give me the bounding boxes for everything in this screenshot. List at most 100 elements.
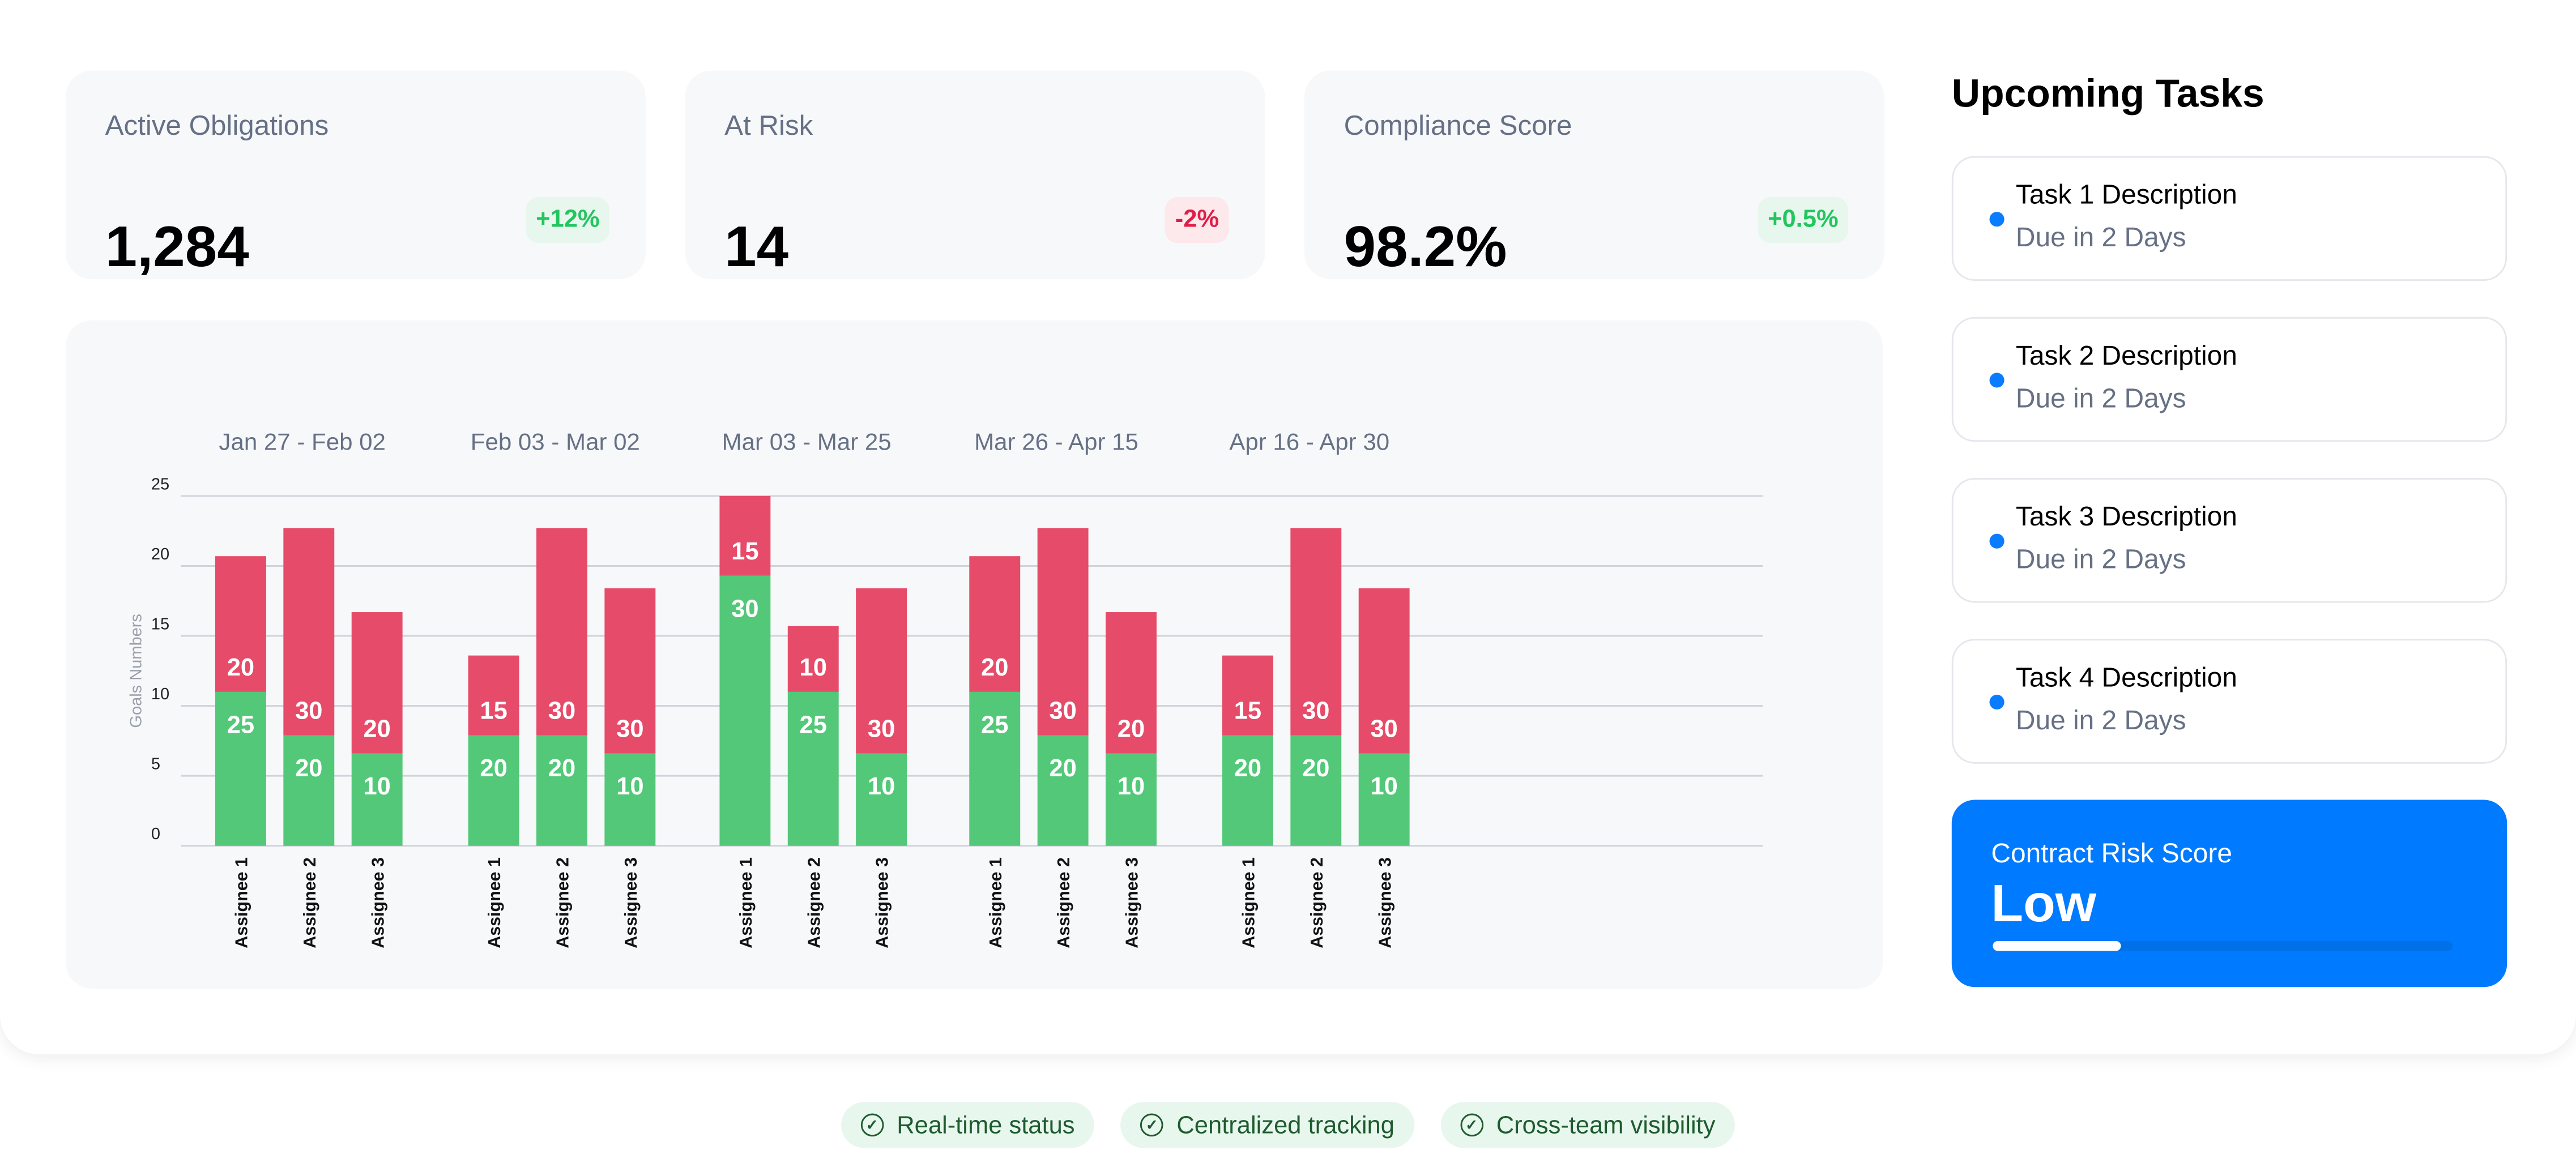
bar-label-green: 10 <box>363 773 390 800</box>
bar-label-green: 20 <box>1234 755 1261 782</box>
task-card[interactable]: Task 2 Description Due in 2 Days <box>1951 317 2507 442</box>
task-card[interactable]: Task 1 Description Due in 2 Days <box>1951 156 2507 281</box>
bar-label-red: 15 <box>480 698 507 725</box>
bar-label-green: 20 <box>548 755 575 782</box>
feature-label: Cross-team visibility <box>1496 1111 1716 1139</box>
x-tick-label: Assignee 1 <box>1239 857 1259 948</box>
goals-chart: 0 5 10 15 20 25 Goals Numbers Jan 27 - Feb 02 20… <box>127 429 1763 948</box>
stat-label: At Risk <box>724 110 813 142</box>
y-tick-label: 10 <box>151 685 169 703</box>
feature-pill: ✓ Real-time status <box>841 1102 1095 1148</box>
bar-label-green: 10 <box>868 773 895 800</box>
group-label: Apr 16 - Apr 30 <box>1229 429 1389 455</box>
y-tick-label: 5 <box>151 755 160 773</box>
stat-card-at-risk: At Risk 14 -2% <box>685 70 1265 280</box>
bar-label-green: 10 <box>1370 773 1397 800</box>
bar-label-red: 15 <box>731 538 758 565</box>
bar-segment-red <box>1106 612 1157 754</box>
bar-label-red: 30 <box>1302 698 1329 725</box>
check-circle-icon: ✓ <box>860 1113 884 1137</box>
bar-label-red: 15 <box>1234 698 1261 725</box>
x-tick-label: Assignee 2 <box>804 857 824 948</box>
x-tick-label: Assignee 2 <box>1307 857 1327 948</box>
y-tick-label: 15 <box>151 615 169 633</box>
upcoming-tasks-title: Upcoming Tasks <box>1951 72 2264 117</box>
feature-pill: ✓ Centralized tracking <box>1120 1102 1414 1148</box>
bar-segment-red <box>1037 528 1089 736</box>
bar-label-green: 20 <box>295 755 322 782</box>
feature-label: Real-time status <box>897 1111 1075 1139</box>
bar-segment-red <box>969 556 1021 692</box>
x-tick-label: Assignee 2 <box>300 857 319 948</box>
bar-label-red: 20 <box>1118 716 1145 743</box>
bar-segment-green <box>787 691 839 846</box>
group-label: Feb 03 - Mar 02 <box>471 429 640 455</box>
bar-segment-red <box>468 655 519 736</box>
feature-pill: ✓ Cross-team visibility <box>1440 1102 1735 1148</box>
task-card[interactable]: Task 4 Description Due in 2 Days <box>1951 639 2507 764</box>
bar-segment-red <box>1222 655 1273 736</box>
bar-segment-red <box>351 612 403 754</box>
bar-segment-green <box>856 753 907 846</box>
bar-segment-green <box>215 691 266 846</box>
group-label: Jan 27 - Feb 02 <box>219 429 386 455</box>
stat-card-active-obligations: Active Obligations 1,284 +12% <box>66 70 646 280</box>
y-tick-label: 0 <box>151 825 160 843</box>
y-axis-title: Goals Numbers <box>127 614 145 728</box>
bar-segment-red <box>215 556 266 692</box>
group-label: Mar 26 - Apr 15 <box>974 429 1138 455</box>
change-badge: +12% <box>526 197 610 243</box>
x-tick-label: Assignee 3 <box>1123 857 1142 948</box>
check-circle-icon: ✓ <box>1460 1113 1483 1137</box>
bar-segment-red <box>787 626 839 692</box>
feature-label: Centralized tracking <box>1176 1111 1394 1139</box>
bar-segment-green <box>1290 735 1342 846</box>
task-card[interactable]: Task 3 Description Due in 2 Days <box>1951 478 2507 603</box>
x-tick-label: Assignee 1 <box>232 857 251 948</box>
bar-label-red: 10 <box>800 654 827 681</box>
x-tick-label: Assignee 1 <box>736 857 756 948</box>
stat-value: 98.2% <box>1344 215 1507 280</box>
goals-chart-card: 0 5 10 15 20 25 Goals Numbers Jan 27 - Feb 02 20… <box>66 320 1883 989</box>
main-panel: Active Obligations 1,284 +12% At Risk 14… <box>66 70 2507 989</box>
risk-label: Contract Risk Score <box>1991 839 2232 869</box>
bar-label-red: 30 <box>1370 716 1397 743</box>
group-label: Mar 03 - Mar 25 <box>722 429 892 455</box>
x-tick-label: Assignee 2 <box>553 857 573 948</box>
task-title: Task 3 Description <box>2015 502 2237 532</box>
bar-segment-green <box>969 691 1021 846</box>
bar-label-red: 30 <box>548 698 575 725</box>
bar-segment-red <box>856 588 907 754</box>
task-due: Due in 2 Days <box>2015 545 2186 575</box>
bar-label-red: 20 <box>363 716 390 743</box>
risk-progress-bar <box>1993 940 2453 951</box>
bar-label-green: 10 <box>1118 773 1145 800</box>
bar-segment-green <box>1358 753 1410 846</box>
stat-label: Active Obligations <box>105 110 329 142</box>
bar-segment-green <box>351 753 403 846</box>
stat-card-compliance-score: Compliance Score 98.2% +0.5% <box>1304 70 1884 280</box>
x-tick-label: Assignee 2 <box>1054 857 1073 948</box>
bar-segment-green <box>1106 753 1157 846</box>
stat-value: 14 <box>724 215 789 280</box>
status-dot-icon <box>1989 533 2004 549</box>
bar-label-green: 30 <box>731 595 758 622</box>
status-dot-icon <box>1989 373 2004 388</box>
bar-segment-green <box>468 735 519 846</box>
check-circle-icon: ✓ <box>1140 1113 1164 1137</box>
feature-pills: ✓ Real-time status ✓ Centralized tracking … <box>0 1102 2576 1148</box>
bar-label-red: 30 <box>616 716 643 743</box>
bar-segment-green <box>536 735 587 846</box>
bar-label-red: 30 <box>295 698 322 725</box>
change-badge: -2% <box>1165 197 1229 243</box>
bar-label-red: 30 <box>868 716 895 743</box>
x-tick-label: Assignee 1 <box>986 857 1005 948</box>
bar-segment-green <box>604 753 656 846</box>
status-dot-icon <box>1989 694 2004 710</box>
bar-label-red: 20 <box>227 654 254 681</box>
x-tick-label: Assignee 3 <box>1375 857 1394 948</box>
bar-segment-red <box>1358 588 1410 754</box>
task-title: Task 1 Description <box>2015 181 2237 211</box>
bar-label-green: 20 <box>1049 755 1076 782</box>
task-title: Task 4 Description <box>2015 663 2237 694</box>
